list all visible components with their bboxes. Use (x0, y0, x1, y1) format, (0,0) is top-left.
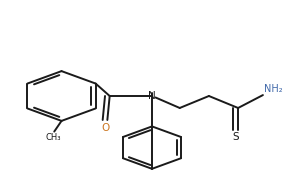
Text: N: N (148, 91, 156, 101)
Text: CH₃: CH₃ (45, 133, 60, 142)
Text: O: O (101, 123, 109, 133)
Text: S: S (233, 132, 239, 142)
Text: NH₂: NH₂ (264, 84, 282, 94)
